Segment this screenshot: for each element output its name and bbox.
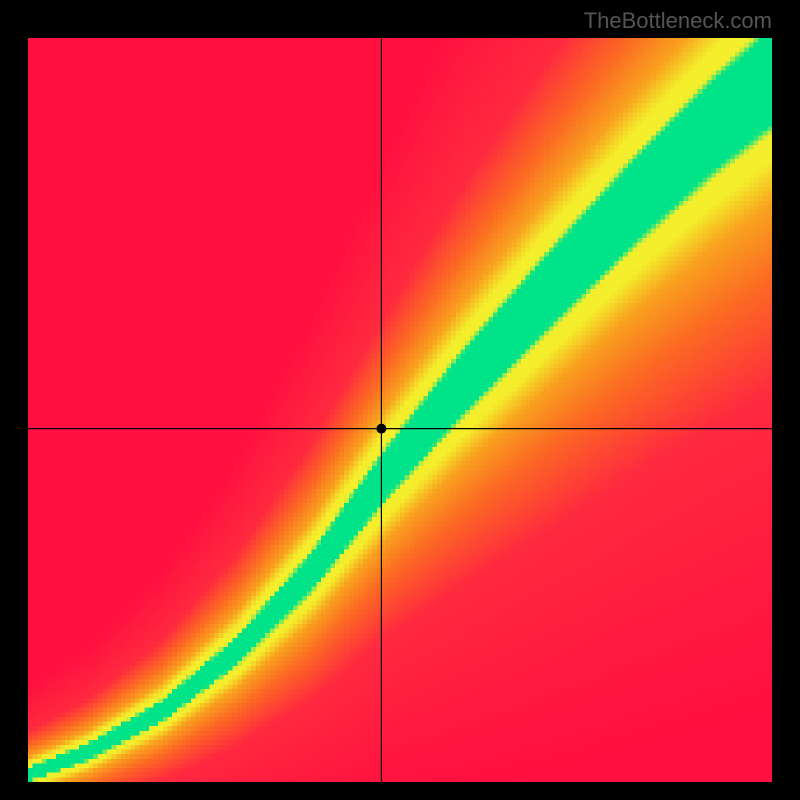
watermark-text: TheBottleneck.com: [584, 8, 772, 34]
chart-container: { "watermark": { "text": "TheBottleneck.…: [0, 0, 800, 800]
bottleneck-heatmap: [28, 38, 772, 782]
